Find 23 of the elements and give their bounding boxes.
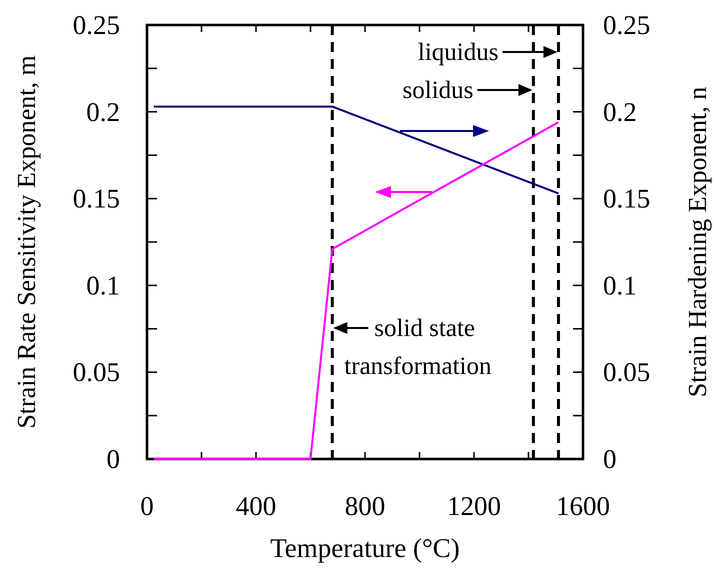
y-tick-label: 0.15	[72, 184, 120, 214]
y2-tick-label: 0	[603, 444, 616, 474]
y2-tick-label: 0.1	[603, 270, 637, 300]
x-tick-label: 800	[344, 491, 386, 521]
y2-tick-label: 0.05	[603, 357, 650, 388]
x-tick-label: 1200	[447, 491, 501, 521]
y-tick-label: 0.1	[86, 270, 120, 300]
y-tick-label: 0	[106, 444, 120, 474]
x-tick-label: 0	[140, 491, 154, 521]
y-tick-label: 0.25	[72, 10, 120, 40]
y2-tick-label: 0.15	[603, 184, 650, 214]
y2-tick-label: 0.25	[603, 10, 650, 40]
x-axis-title: Temperature (°C)	[270, 533, 460, 563]
ref-line-label: liquidus	[418, 39, 498, 66]
x-tick-label: 1600	[556, 491, 610, 521]
y-axis-title: Strain Rate Sensitivity Exponent, m	[12, 55, 41, 429]
x-tick-label: 400	[236, 491, 276, 521]
ref-line-label: solidus	[402, 77, 474, 104]
y-tick-label: 0.2	[86, 96, 120, 127]
y2-axis-title: Strain Hardening Exponent, n	[683, 86, 712, 398]
ref-line-label: solid state transformation	[344, 315, 492, 380]
y2-tick-label: 0.2	[603, 96, 637, 127]
y-tick-label: 0.05	[72, 357, 120, 388]
